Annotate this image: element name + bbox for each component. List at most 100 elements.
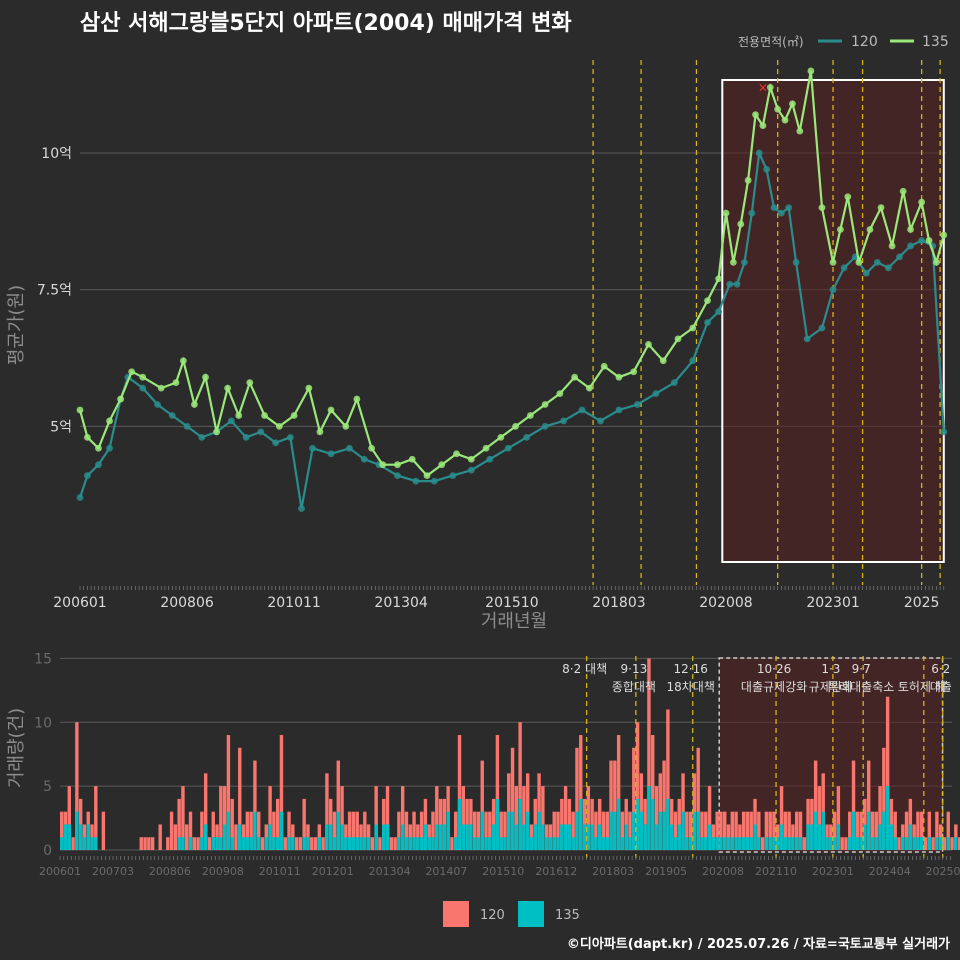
volume-bar-120-221 xyxy=(897,837,901,850)
volume-bar-135-214 xyxy=(870,837,875,850)
volume-bar-135-200 xyxy=(817,824,822,850)
volume-bar-135-2 xyxy=(67,824,71,850)
price-y-tick-label-1: 7.5억 xyxy=(37,283,72,299)
volume-x-tick-label-5: 201201 xyxy=(312,865,354,878)
price-point-135-43 xyxy=(645,340,652,348)
price-point-120-39 xyxy=(689,357,697,365)
volume-bar-120-36 xyxy=(196,837,200,850)
volume-bar-120-11 xyxy=(101,811,106,850)
volume-bar-120-115 xyxy=(495,735,500,850)
volume-bar-135-100 xyxy=(438,824,443,850)
price-x-tick-label-4: 201510 xyxy=(485,595,538,611)
volume-bar-120-45 xyxy=(230,798,234,850)
volume-bar-135-205 xyxy=(836,824,841,850)
policy-label-top-2: 12·16 xyxy=(674,662,708,676)
price-point-135-65 xyxy=(855,258,863,266)
price-point-135-7 xyxy=(157,384,165,392)
volume-bar-135-112 xyxy=(484,837,488,850)
volume-bar-120-160 xyxy=(666,709,670,850)
volume-bar-135-186 xyxy=(764,837,769,850)
policy-label-bottom-3: 대출규제강화 xyxy=(741,680,807,694)
volume-bar-120-175 xyxy=(723,811,727,850)
price-point-120-32 xyxy=(560,417,567,425)
volume-bar-120-207 xyxy=(844,837,848,850)
volume-bar-120-38 xyxy=(203,773,208,850)
volume-bar-120-9 xyxy=(94,786,98,850)
volume-bar-120-227 xyxy=(920,811,924,850)
volume-bar-120-37 xyxy=(200,811,204,850)
volume-bar-135-116 xyxy=(499,837,503,850)
volume-bar-120-145 xyxy=(609,760,613,850)
volume-bar-120-223 xyxy=(904,811,909,850)
volume-bar-135-226 xyxy=(916,837,920,850)
volume-bar-135-132 xyxy=(560,824,564,850)
volume-bar-120-152 xyxy=(635,722,640,850)
price-y-tick-label-2: 10억 xyxy=(41,146,72,162)
volume-x-tick-label-1: 200703 xyxy=(92,865,134,878)
volume-bar-120-72 xyxy=(332,811,337,850)
price-point-135-24 xyxy=(368,444,376,452)
volume-bar-120-24 xyxy=(150,837,155,850)
volume-bar-135-81 xyxy=(366,837,371,850)
price-point-120-31 xyxy=(541,423,549,430)
price-point-120-26 xyxy=(449,472,457,480)
volume-bar-135-224 xyxy=(908,824,913,850)
volume-bar-120-131 xyxy=(556,811,560,850)
volume-bar-135-51 xyxy=(253,811,257,850)
volume-bar-135-216 xyxy=(878,824,882,850)
volume-bar-135-218 xyxy=(885,786,890,850)
volume-bar-120-73 xyxy=(336,760,340,850)
price-point-120-50 xyxy=(785,204,793,212)
volume-bar-135-231 xyxy=(935,837,939,850)
volume-bar-135-166 xyxy=(688,837,693,850)
price-point-120-13 xyxy=(242,433,250,441)
volume-bar-135-128 xyxy=(544,837,549,850)
policy-label-bottom-5: 특례대출축소 xyxy=(828,680,894,694)
volume-bar-135-162 xyxy=(673,837,678,850)
price-point-135-5 xyxy=(128,368,136,376)
volume-bar-120-220 xyxy=(893,811,897,850)
volume-bar-135-158 xyxy=(658,811,663,850)
price-point-135-62 xyxy=(829,258,837,266)
price-point-135-16 xyxy=(261,412,268,419)
price-point-120-52 xyxy=(803,335,811,343)
volume-x-tick-label-15: 202404 xyxy=(869,865,911,878)
volume-bar-135-177 xyxy=(730,837,735,850)
price-point-120-38 xyxy=(670,379,678,387)
volume-legend-label-135: 135 xyxy=(555,908,580,923)
volume-bar-120-166 xyxy=(688,811,693,850)
volume-bar-135-152 xyxy=(635,798,640,850)
price-point-120-19 xyxy=(327,450,335,458)
volume-bar-120-105 xyxy=(457,735,462,850)
price-point-135-54 xyxy=(759,122,767,130)
price-point-120-7 xyxy=(154,401,161,408)
price-x-axis-label: 거래년월 xyxy=(481,611,547,632)
volume-bar-135-38 xyxy=(203,824,208,850)
volume-bar-135-183 xyxy=(753,824,757,850)
price-point-120-24 xyxy=(412,477,420,485)
volume-bar-135-89 xyxy=(397,837,401,850)
price-point-135-33 xyxy=(497,433,505,441)
price-point-135-20 xyxy=(316,428,324,436)
volume-bar-135-146 xyxy=(613,811,617,850)
price-point-135-30 xyxy=(453,450,460,458)
volume-bar-120-151 xyxy=(632,747,636,850)
volume-bar-135-147 xyxy=(616,798,621,850)
volume-bar-135-83 xyxy=(374,824,378,850)
price-x-tick-label-1: 200806 xyxy=(160,595,214,611)
price-point-120-12 xyxy=(227,417,235,425)
volume-y-tick-label-0: 0 xyxy=(43,843,52,859)
volume-bar-135-217 xyxy=(882,811,886,850)
price-point-120-58 xyxy=(873,258,881,266)
volume-bar-135-143 xyxy=(601,837,606,850)
price-legend-title: 전용면적(㎡) xyxy=(738,35,804,49)
volume-bar-120-120 xyxy=(514,786,519,850)
volume-bar-135-58 xyxy=(279,811,284,850)
volume-bar-120-84 xyxy=(378,837,382,850)
volume-bar-120-188 xyxy=(772,811,776,850)
volume-bar-120-196 xyxy=(802,837,806,850)
volume-bar-135-145 xyxy=(609,811,613,850)
price-point-135-51 xyxy=(737,220,745,228)
policy-label-bottom-1: 종합대책 xyxy=(612,679,656,694)
price-point-135-42 xyxy=(630,368,638,376)
